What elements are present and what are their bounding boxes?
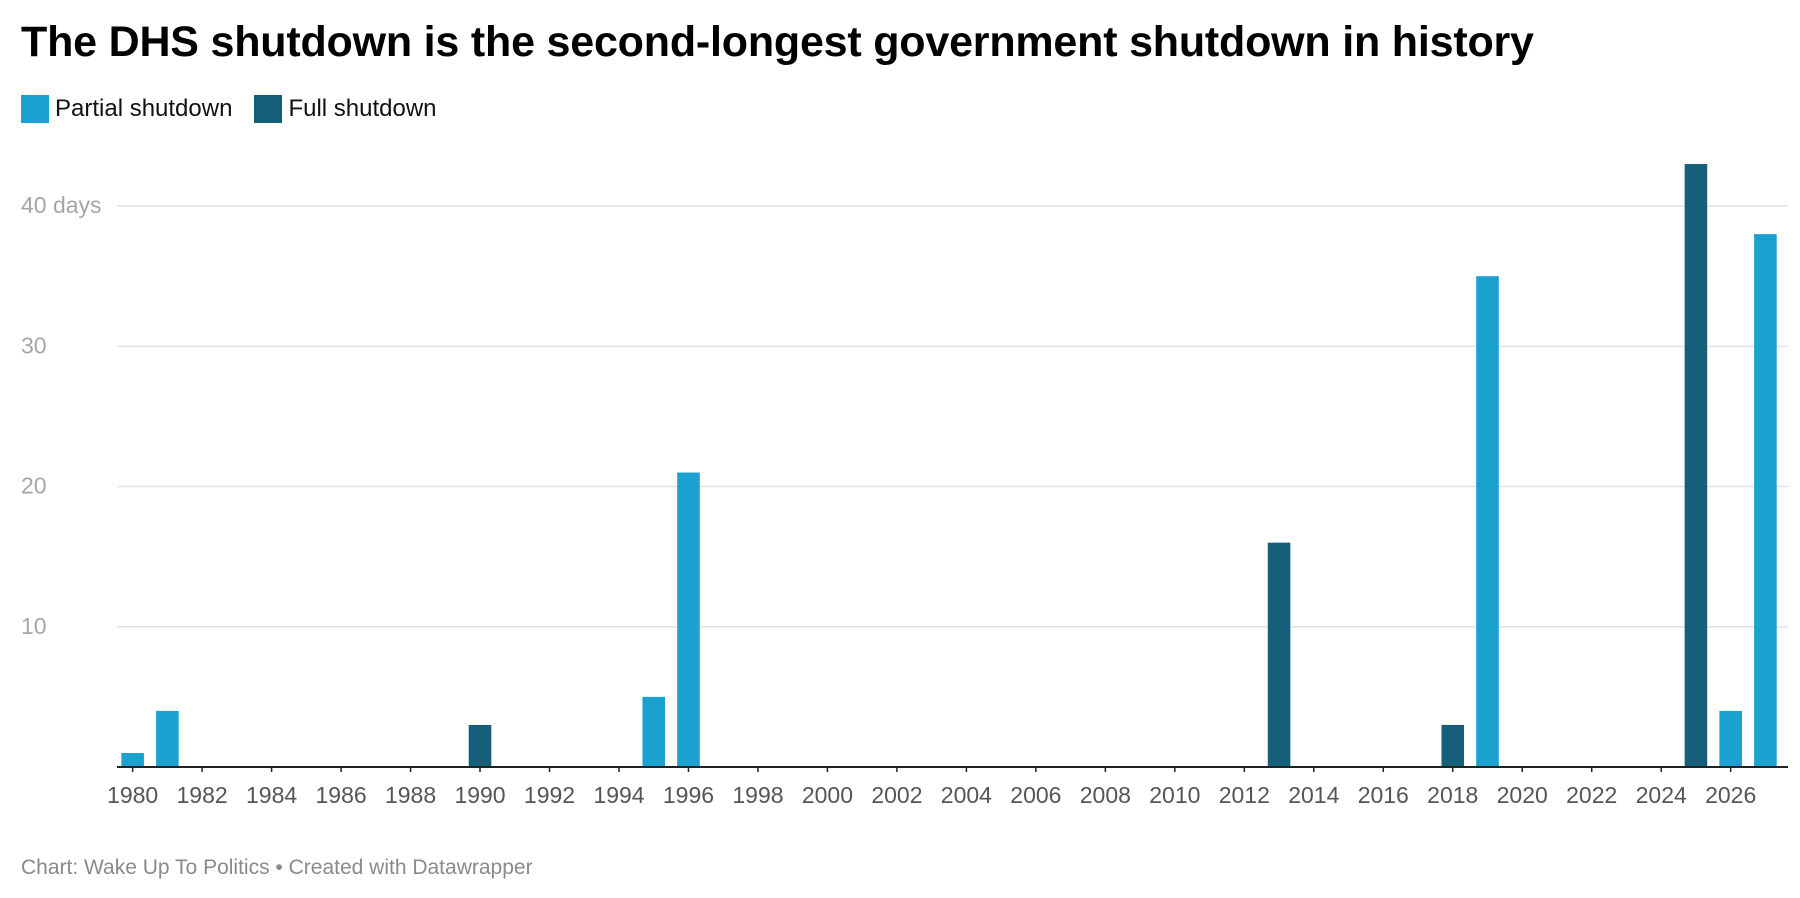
legend: Partial shutdown Full shutdown bbox=[21, 94, 437, 124]
x-tick-label: 2018 bbox=[1427, 782, 1478, 808]
x-tick-label: 1980 bbox=[107, 782, 158, 808]
bar-partial-2026 bbox=[1719, 710, 1742, 767]
y-tick-label: 40 days bbox=[21, 192, 102, 218]
x-tick-label: 2006 bbox=[1010, 782, 1061, 808]
x-tick-label: 2020 bbox=[1497, 782, 1548, 808]
legend-label-full: Full shutdown bbox=[288, 95, 437, 122]
y-tick-label: 20 bbox=[21, 473, 47, 499]
x-tick-label: 1990 bbox=[454, 782, 505, 808]
x-tick-label: 2012 bbox=[1219, 782, 1270, 808]
x-tick-label: 1994 bbox=[593, 782, 644, 808]
bar-partial-2019 bbox=[1476, 276, 1499, 767]
x-tick-label: 1988 bbox=[385, 782, 436, 808]
x-tick-label: 1992 bbox=[524, 782, 575, 808]
x-tick-label: 1996 bbox=[663, 782, 714, 808]
source-credit: Chart: Wake Up To Politics • Created wit… bbox=[21, 856, 533, 879]
x-tick-label: 1982 bbox=[177, 782, 228, 808]
bar-full-2013 bbox=[1267, 542, 1291, 767]
bars bbox=[121, 164, 1777, 768]
x-tick-label: 1986 bbox=[315, 782, 366, 808]
bar-full-2018 bbox=[1441, 724, 1465, 767]
legend-swatch-partial bbox=[21, 95, 49, 123]
y-tick-label: 30 bbox=[21, 332, 47, 358]
legend-label-partial: Partial shutdown bbox=[55, 95, 233, 122]
bar-full-2025 bbox=[1684, 164, 1708, 768]
x-tick-label: 2010 bbox=[1149, 782, 1200, 808]
bar-partial-1996 bbox=[677, 472, 700, 767]
x-tick-label: 2024 bbox=[1636, 782, 1687, 808]
x-tick-label: 2004 bbox=[941, 782, 992, 808]
chart-title: The DHS shutdown is the second-longest g… bbox=[21, 18, 1534, 66]
x-tick-label: 2022 bbox=[1566, 782, 1617, 808]
legend-item-partial: Partial shutdown bbox=[21, 95, 232, 123]
x-tick-label: 2016 bbox=[1358, 782, 1409, 808]
x-tick-label: 2026 bbox=[1705, 782, 1756, 808]
bar-partial-1981 bbox=[156, 710, 179, 767]
bar-full-1990 bbox=[468, 724, 492, 767]
x-tick-label: 1984 bbox=[246, 782, 297, 808]
y-tick-label: 10 bbox=[21, 613, 47, 639]
x-tick-label: 2002 bbox=[871, 782, 922, 808]
gridlines bbox=[117, 205, 1788, 628]
bar-partial-2027 bbox=[1754, 234, 1777, 768]
x-tick-label: 2000 bbox=[802, 782, 853, 808]
bar-partial-1980 bbox=[121, 752, 144, 767]
x-tick-label: 2008 bbox=[1080, 782, 1131, 808]
legend-swatch-full bbox=[254, 95, 283, 123]
y-axis-labels: 10 20 30 40 days bbox=[21, 192, 102, 639]
x-tick-label: 2014 bbox=[1288, 782, 1339, 808]
x-tick-label: 1998 bbox=[732, 782, 783, 808]
bar-partial-1995 bbox=[642, 696, 666, 767]
legend-item-full: Full shutdown bbox=[254, 95, 437, 123]
x-axis-labels: 1980 1982 1984 1986 1988 1990 1992 1994 1996 1998… bbox=[107, 767, 1756, 808]
